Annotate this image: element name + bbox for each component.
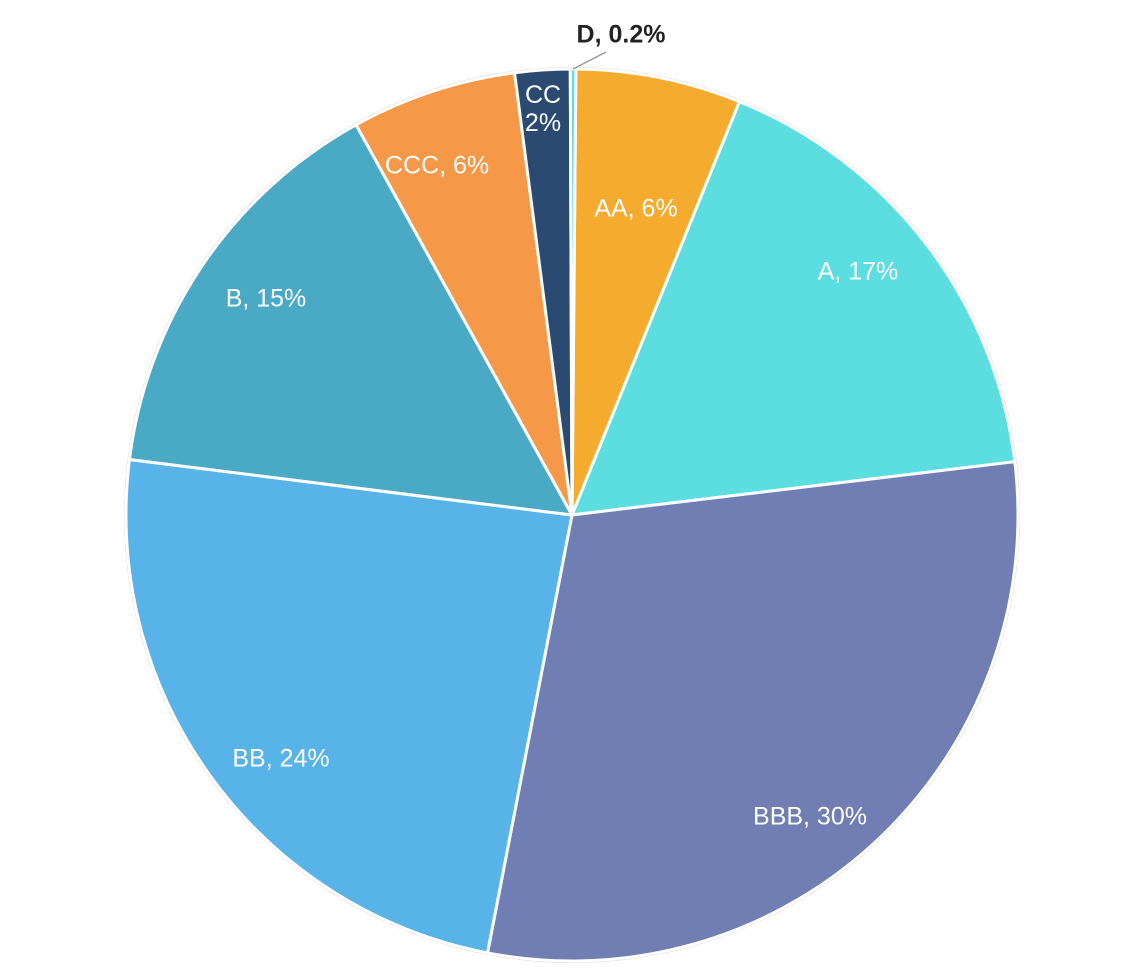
pie-slice-bbb[interactable] — [486, 460, 1020, 963]
slice-label-cc: CC 2% — [525, 81, 561, 137]
pie-slice-b[interactable] — [127, 123, 574, 517]
slice-label-d: D, 0.2% — [577, 21, 666, 49]
slice-label-a: A, 17% — [818, 258, 899, 286]
slice-label-ccc: CCC, 6% — [385, 152, 489, 180]
pie-slice-bb[interactable] — [124, 458, 574, 955]
slice-label-b: B, 15% — [226, 285, 307, 313]
slice-label-aa: AA, 6% — [594, 195, 677, 223]
pie-slice-a[interactable] — [570, 100, 1017, 517]
slice-label-bbb: BBB, 30% — [753, 803, 867, 831]
pie-leader-line-d — [572, 51, 607, 70]
slice-label-bb: BB, 24% — [232, 745, 329, 773]
pie-slice-ccc[interactable] — [354, 71, 574, 517]
pie-slice-aa[interactable] — [570, 67, 741, 517]
